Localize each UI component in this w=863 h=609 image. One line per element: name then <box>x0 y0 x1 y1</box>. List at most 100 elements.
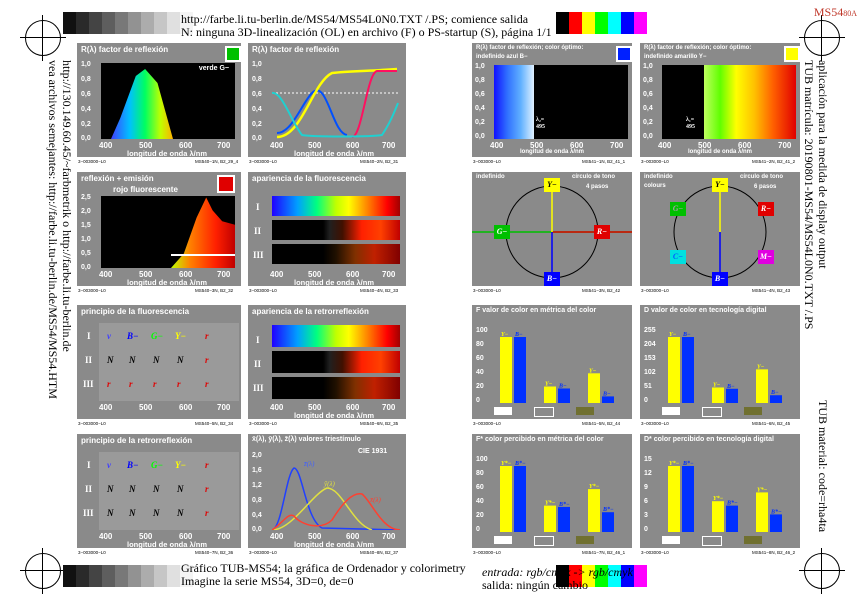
footer-line-1: Gráfico TUB-MS54; la gráfica de Ordenado… <box>181 561 466 575</box>
panel-hue-circle-4: indefinido círculo de tono 4 pasos Y− R−… <box>472 172 632 286</box>
legend-gray <box>702 536 722 546</box>
corner-code: MS5480A <box>814 5 857 20</box>
strip-swatch <box>115 565 128 587</box>
bar-label: B*− <box>558 501 570 508</box>
bar <box>602 512 614 532</box>
panel-code-2: MS540−8N, B2_37 <box>360 550 399 555</box>
bar <box>544 505 556 532</box>
panel-bar-Dstar: D* color percibido en tecnología digital… <box>640 434 800 548</box>
x-tick: 600 <box>570 141 584 150</box>
bar-label: Y− <box>669 332 677 338</box>
y-tick: 0,2 <box>475 119 485 126</box>
row-label: II <box>254 359 262 369</box>
cell: r <box>205 379 209 389</box>
panel-code-2: MS541−2N, B2_41_2 <box>752 159 796 164</box>
cell: r <box>153 379 157 389</box>
x-tick: 500 <box>308 532 322 541</box>
registration-mark <box>799 548 845 594</box>
bar <box>514 466 526 532</box>
panel-code: 3−003000−L0 <box>78 550 106 555</box>
y-tick: 12 <box>644 470 652 477</box>
x-tick: 700 <box>382 403 396 412</box>
panel-code-2: MS540−5N, B2_34 <box>195 421 234 426</box>
y-tick: 2,5 <box>81 194 91 201</box>
panel-title: D valor de color en tecnología digital <box>644 307 767 314</box>
x-tick: 500 <box>308 141 322 150</box>
bar <box>770 395 782 403</box>
strip-swatch <box>595 565 608 587</box>
registration-mark <box>799 15 845 61</box>
legend-gray <box>534 536 554 546</box>
x-tick: 600 <box>346 403 360 412</box>
spectrum-bar-2 <box>272 351 400 373</box>
hue-label-blue: B− <box>544 272 560 286</box>
bar-label: B− <box>770 390 779 396</box>
ybar-label: ȳ(λ) <box>324 480 335 488</box>
panel-hue-circle-6: indefinido colours círculo de tono 6 pas… <box>640 172 800 286</box>
x-tick: 600 <box>738 141 752 150</box>
y-tick: 40 <box>476 498 484 505</box>
left-vertical-1: vea archivos semejantes: http://farbe.li… <box>46 60 60 399</box>
x-axis-label: longitud de onda λ/nm <box>294 149 374 157</box>
x-axis-label: longitud de onda λ/nm <box>294 411 374 419</box>
panel-retroreflection-principle: principio de la retrorreflexión I II III… <box>77 434 241 548</box>
row-label: III <box>253 383 264 393</box>
y-tick: 0,8 <box>252 497 262 504</box>
blue-swatch <box>616 46 632 62</box>
strip-swatch <box>154 12 167 34</box>
bar-label: Y*− <box>669 460 680 467</box>
strip-swatch <box>180 565 193 587</box>
panel-code-2: MS540−4N, B2_33 <box>360 288 399 293</box>
row-label: II <box>254 226 262 236</box>
y-tick: 1,0 <box>81 61 91 68</box>
strip-swatch <box>63 12 76 34</box>
y-tick: 0,4 <box>252 106 262 113</box>
header-line-1: http://farbe.li.tu-berlin.de/MS54/MS54L0… <box>181 12 529 26</box>
bar <box>500 337 512 403</box>
y-tick: 1,5 <box>81 222 91 229</box>
bar <box>756 369 768 403</box>
y-tick: 2,0 <box>81 208 91 215</box>
bar-label: Y*− <box>589 483 600 490</box>
panel-code: 3−003000−L0 <box>473 159 501 164</box>
panel-code-2: MS541−4N, B2_43 <box>752 288 791 293</box>
plot-area <box>101 196 235 268</box>
strip-swatch <box>141 12 154 34</box>
cell: r <box>205 508 209 518</box>
legend-white <box>494 536 512 544</box>
bar-label: Y*− <box>501 460 512 467</box>
bar <box>602 396 614 403</box>
footer-line-3: entrada: rgb/cmyk -> rgb/cmyk <box>482 565 633 579</box>
emission-fill <box>171 197 235 268</box>
panel-title: x̄(λ), ȳ(λ), z̄(λ) valores triestímulo <box>252 436 361 443</box>
bar-label: B− <box>514 332 523 338</box>
bar <box>668 466 680 532</box>
x-axis-label: longitud de onda λ/nm <box>688 149 752 155</box>
y-tick: 6 <box>644 498 648 505</box>
strip-swatch <box>102 565 115 587</box>
x-tick: 700 <box>217 141 231 150</box>
header-line-2: N: ninguna 3D-linealización (OL) en arch… <box>181 25 552 39</box>
bar-chart: Y*−B*−Y*−B*−Y*−B*− <box>668 460 782 532</box>
y-tick: 100 <box>476 456 488 463</box>
panel-optimal-blue: R(λ) factor de reflexión; color óptimo: … <box>472 43 632 157</box>
curve-label: verde G− <box>198 65 229 72</box>
x-axis-label: longitud de onda λ/nm <box>294 278 374 286</box>
spectrum-bar-1 <box>272 196 400 216</box>
panel-code: 3−003000−L0 <box>78 159 106 164</box>
cell: v <box>107 331 111 341</box>
legend-olive <box>576 407 594 415</box>
table-bg <box>99 323 239 401</box>
red-swatch <box>217 175 235 193</box>
panel-code: 3−003000−L0 <box>473 421 501 426</box>
y-tick: 0,0 <box>252 526 262 533</box>
y-tick: 0,4 <box>643 105 653 112</box>
y-tick: 102 <box>644 369 656 376</box>
bar-label: Y*− <box>713 495 724 502</box>
panel-title: R(λ) factor de reflexión <box>252 45 340 54</box>
panel-title-3: 6 pasos <box>754 184 777 190</box>
y-tick: 0,0 <box>643 133 653 140</box>
y-tick: 1,0 <box>643 63 653 70</box>
x-tick: 400 <box>99 270 113 279</box>
strip-swatch <box>569 565 582 587</box>
